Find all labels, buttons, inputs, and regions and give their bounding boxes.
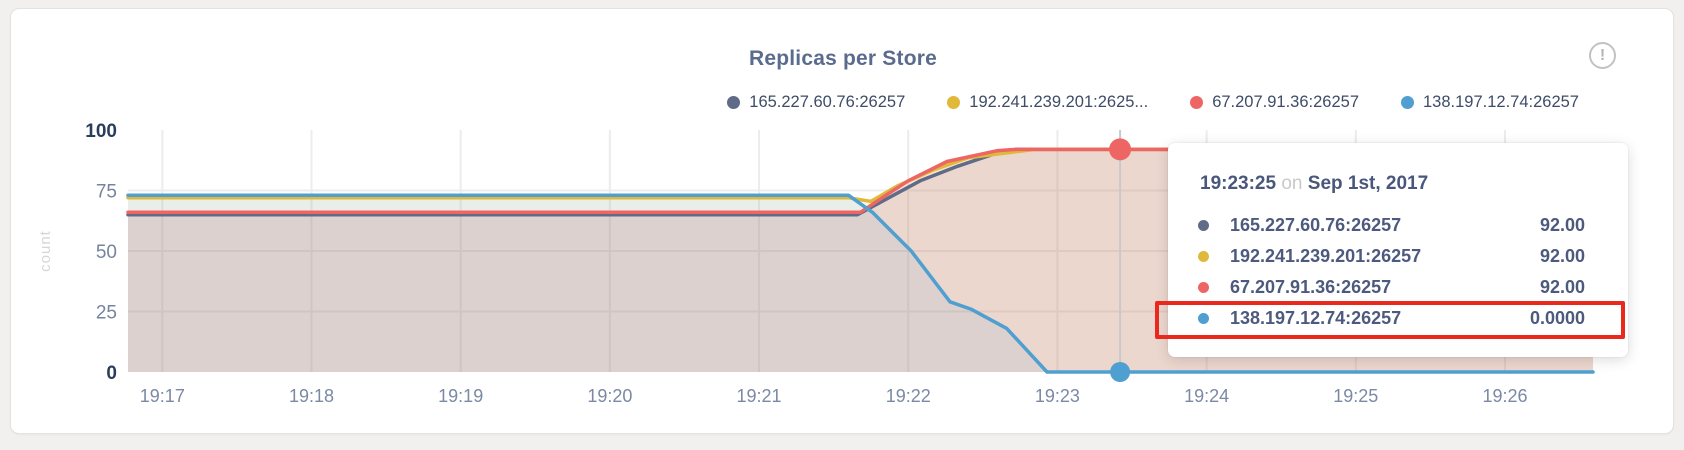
legend-series-label: 192.241.239.201:2625... bbox=[969, 93, 1149, 111]
legend-series-dot-icon bbox=[727, 96, 741, 109]
tooltip-timestamp: 19:23:25 on Sep 1st, 2017 bbox=[1200, 173, 1585, 195]
tooltip-series-label: 192.241.239.201:26257 bbox=[1230, 246, 1422, 266]
tooltip-row: 67.207.91.36:26257 92.00 bbox=[1198, 272, 1585, 303]
tooltip-row-highlighted: 138.197.12.74:26257 0.0000 bbox=[1198, 303, 1585, 334]
tooltip-rows: 165.227.60.76:26257 92.00 192.241.239.201:… bbox=[1198, 210, 1585, 334]
tooltip-time: 19:23:25 bbox=[1200, 173, 1277, 194]
tooltip-series-label: 138.197.12.74:26257 bbox=[1230, 308, 1402, 328]
tooltip-series-label: 165.227.60.76:26257 bbox=[1230, 215, 1402, 235]
tooltip-series-label: 67.207.91.36:26257 bbox=[1230, 277, 1392, 297]
tooltip-series-dot-icon bbox=[1198, 313, 1209, 324]
chart-legend: 165.227.60.76:26257 192.241.239.201:2625.… bbox=[727, 93, 1579, 112]
hover-tooltip: 19:23:25 on Sep 1st, 2017 165.227.60.76:… bbox=[1168, 143, 1628, 357]
tooltip-series-value: 0.0000 bbox=[1529, 308, 1585, 328]
legend-item[interactable]: 192.241.239.201:2625... bbox=[947, 93, 1148, 112]
tooltip-series-value: 92.00 bbox=[1539, 215, 1585, 235]
legend-series-label: 138.197.12.74:26257 bbox=[1423, 93, 1579, 111]
legend-series-label: 165.227.60.76:26257 bbox=[749, 93, 906, 111]
chart-title: Replicas per Store bbox=[748, 47, 937, 70]
tooltip-series-value: 92.00 bbox=[1539, 277, 1585, 297]
legend-series-dot-icon bbox=[1190, 96, 1204, 109]
tooltip-series-dot-icon bbox=[1198, 282, 1209, 293]
tooltip-row: 192.241.239.201:26257 92.00 bbox=[1198, 241, 1585, 272]
tooltip-date: Sep 1st, 2017 bbox=[1307, 173, 1429, 194]
info-icon[interactable]: ! bbox=[1589, 42, 1616, 69]
tooltip-series-value: 92.00 bbox=[1539, 246, 1585, 266]
tooltip-series-dot-icon bbox=[1198, 220, 1209, 231]
tooltip-on-word: on bbox=[1281, 173, 1303, 194]
tooltip-series-dot-icon bbox=[1198, 251, 1209, 262]
legend-item[interactable]: 67.207.91.36:26257 bbox=[1190, 93, 1359, 112]
tooltip-row: 165.227.60.76:26257 92.00 bbox=[1198, 210, 1585, 241]
legend-series-dot-icon bbox=[947, 96, 961, 109]
legend-item[interactable]: 138.197.12.74:26257 bbox=[1401, 93, 1579, 112]
legend-item[interactable]: 165.227.60.76:26257 bbox=[727, 93, 905, 112]
legend-series-dot-icon bbox=[1401, 96, 1414, 109]
legend-series-label: 67.207.91.36:26257 bbox=[1212, 93, 1359, 111]
